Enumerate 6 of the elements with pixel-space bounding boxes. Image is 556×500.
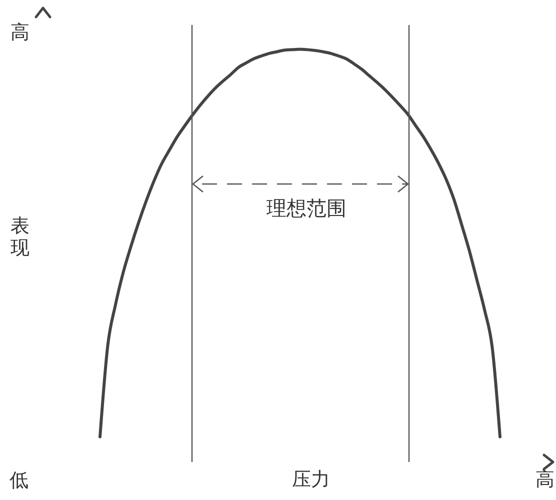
y-axis-title: 表现 xyxy=(10,215,30,260)
text: 高 xyxy=(536,468,554,490)
annotation: 理想范围 xyxy=(266,196,346,220)
x-axis-title: 压力 xyxy=(292,468,330,490)
text: 高 xyxy=(10,22,30,44)
text: 低 xyxy=(10,470,28,492)
